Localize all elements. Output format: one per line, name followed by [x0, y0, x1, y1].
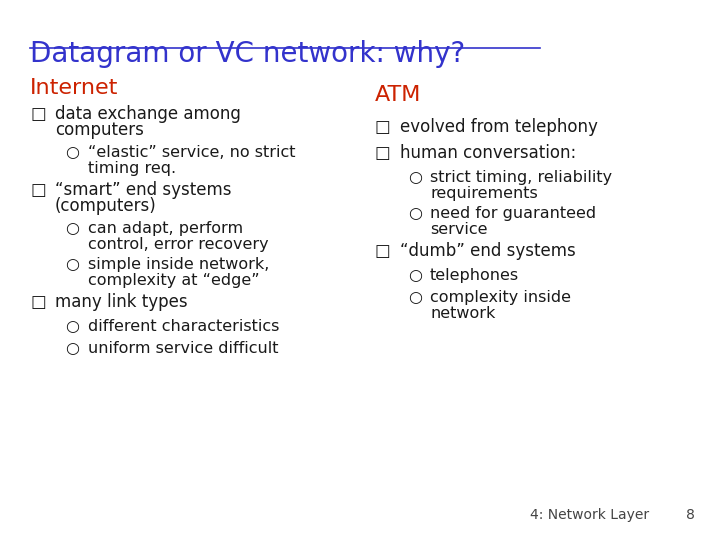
Text: network: network [430, 306, 495, 321]
Text: “smart” end systems: “smart” end systems [55, 181, 232, 199]
Text: ○: ○ [65, 257, 79, 272]
Text: evolved from telephony: evolved from telephony [400, 118, 598, 136]
Text: ○: ○ [408, 170, 422, 185]
Text: need for guaranteed: need for guaranteed [430, 206, 596, 221]
Text: simple inside network,: simple inside network, [88, 257, 269, 272]
Text: uniform service difficult: uniform service difficult [88, 341, 279, 356]
Text: ○: ○ [65, 341, 79, 356]
Text: ○: ○ [65, 221, 79, 236]
Text: 4: Network Layer: 4: Network Layer [530, 508, 649, 522]
Text: ○: ○ [65, 145, 79, 160]
Text: timing req.: timing req. [88, 161, 176, 176]
Text: □: □ [375, 242, 391, 260]
Text: □: □ [375, 144, 391, 162]
Text: ○: ○ [408, 268, 422, 283]
Text: can adapt, perform: can adapt, perform [88, 221, 243, 236]
Text: computers: computers [55, 121, 144, 139]
Text: data exchange among: data exchange among [55, 105, 241, 123]
Text: human conversation:: human conversation: [400, 144, 576, 162]
Text: □: □ [30, 105, 46, 123]
Text: □: □ [30, 181, 46, 199]
Text: many link types: many link types [55, 293, 188, 311]
Text: “elastic” service, no strict: “elastic” service, no strict [88, 145, 295, 160]
Text: Internet: Internet [30, 78, 118, 98]
Text: complexity at “edge”: complexity at “edge” [88, 273, 260, 288]
Text: complexity inside: complexity inside [430, 290, 571, 305]
Text: control, error recovery: control, error recovery [88, 237, 269, 252]
Text: □: □ [375, 118, 391, 136]
Text: “dumb” end systems: “dumb” end systems [400, 242, 576, 260]
Text: 8: 8 [686, 508, 695, 522]
Text: ○: ○ [65, 319, 79, 334]
Text: □: □ [30, 293, 46, 311]
Text: service: service [430, 222, 487, 237]
Text: ATM: ATM [375, 85, 421, 105]
Text: requirements: requirements [430, 186, 538, 201]
Text: ○: ○ [408, 290, 422, 305]
Text: telephones: telephones [430, 268, 519, 283]
Text: strict timing, reliability: strict timing, reliability [430, 170, 612, 185]
Text: (computers): (computers) [55, 197, 157, 215]
Text: different characteristics: different characteristics [88, 319, 279, 334]
Text: Datagram or VC network: why?: Datagram or VC network: why? [30, 40, 465, 68]
Text: ○: ○ [408, 206, 422, 221]
